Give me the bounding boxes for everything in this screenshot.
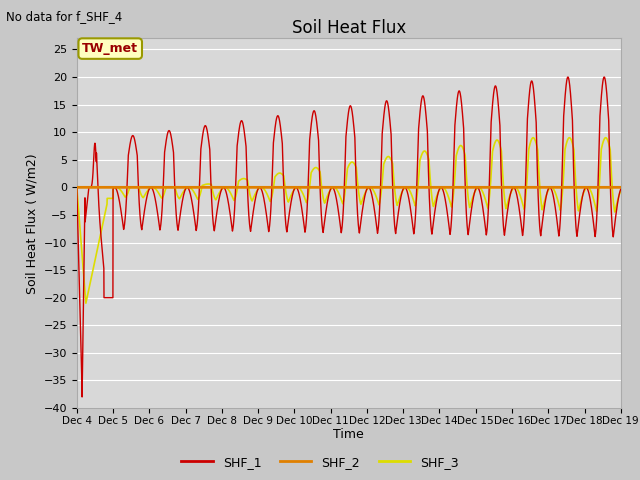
Legend: SHF_1, SHF_2, SHF_3: SHF_1, SHF_2, SHF_3 xyxy=(177,451,463,474)
Text: No data for f_SHF_4: No data for f_SHF_4 xyxy=(6,10,123,23)
Text: TW_met: TW_met xyxy=(82,42,138,55)
Title: Soil Heat Flux: Soil Heat Flux xyxy=(292,19,406,37)
Y-axis label: Soil Heat Flux ( W/m2): Soil Heat Flux ( W/m2) xyxy=(25,153,38,293)
X-axis label: Time: Time xyxy=(333,429,364,442)
